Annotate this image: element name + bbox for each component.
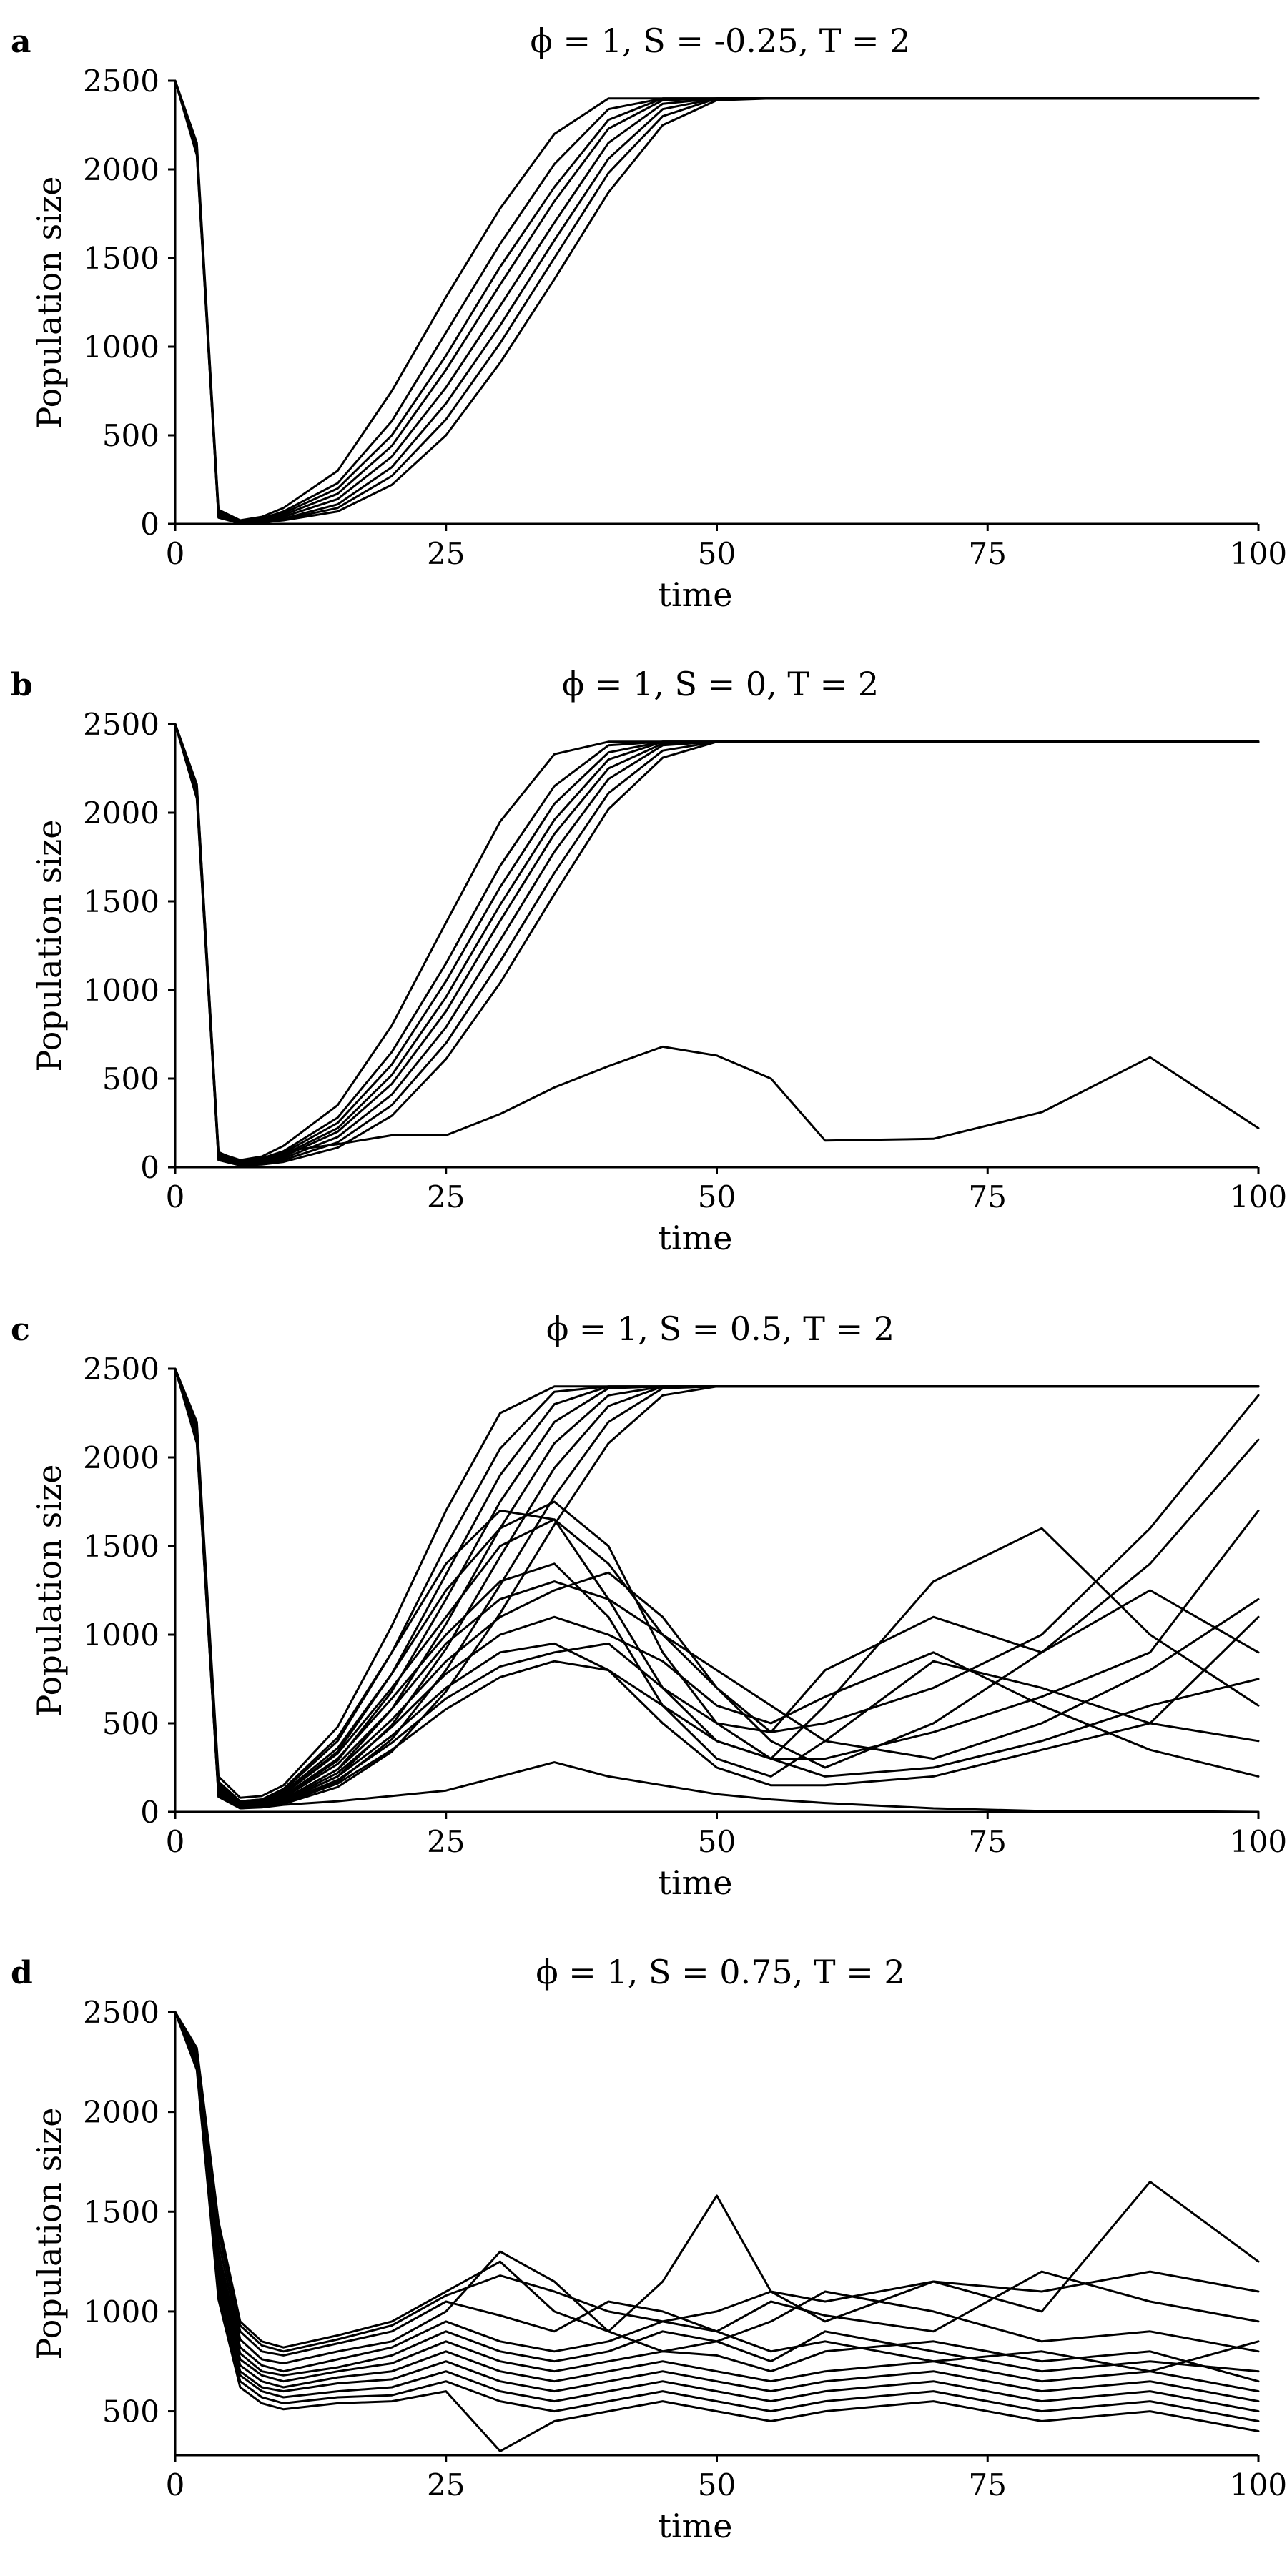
chart-c-y-tick-label: 500 (102, 1706, 159, 1741)
chart-a-x-tick-label: 100 (1230, 536, 1287, 571)
chart-d-series-3 (174, 2011, 1260, 2364)
chart-a-y-tick-label: 1500 (83, 241, 159, 276)
chart-d-panel: d ϕ = 1, S = 0.75, T = 2 0 25 50 75 100 500 1000… (11, 1953, 1287, 2545)
chart-d-x-label: time (658, 2507, 732, 2545)
chart-a-y-label: Population size (30, 177, 69, 429)
chart-a-series-6 (174, 79, 1260, 525)
chart-c-series-1 (174, 1367, 1260, 1799)
chart-c-y-tick-label: 2500 (83, 1352, 159, 1387)
chart-c-title: ϕ = 1, S = 0.5, T = 2 (546, 1309, 894, 1348)
chart-d-series-10 (174, 2011, 1260, 2422)
chart-a-series-7 (174, 79, 1260, 525)
chart-d-y-tick-label: 2500 (83, 1995, 159, 2030)
chart-a-x-label: time (658, 575, 732, 614)
chart-a-x-tick-label: 25 (427, 536, 465, 571)
chart-b-series-5 (174, 723, 1260, 1165)
chart-a-y-tick-label: 0 (140, 507, 159, 542)
chart-a-title: ϕ = 1, S = -0.25, T = 2 (531, 21, 911, 60)
chart-c-y-tick-label: 2000 (83, 1440, 159, 1475)
chart-d-series-6 (174, 2011, 1260, 2383)
chart-b-panel-label: b (11, 667, 33, 703)
chart-d-title: ϕ = 1, S = 0.75, T = 2 (536, 1953, 904, 1991)
chart-d-series-2 (174, 2011, 1260, 2357)
chart-a-series-8 (174, 79, 1260, 525)
chart-b-x-tick-label: 75 (969, 1179, 1007, 1214)
chart-b-x-tick-label: 25 (427, 1179, 465, 1214)
chart-a-series-3 (174, 79, 1260, 523)
chart-d-y-tick-label: 1500 (83, 2194, 159, 2229)
chart-c-panel-label: c (11, 1312, 30, 1348)
chart-c-x-tick-label: 75 (969, 1824, 1007, 1859)
chart-b-x-label: time (658, 1219, 732, 1257)
chart-d-series-9 (174, 2011, 1260, 2413)
chart-a-y-tick-label: 2000 (83, 152, 159, 187)
chart-a-y-tick-label: 500 (102, 418, 159, 453)
chart-c-y-tick-label: 1000 (83, 1618, 159, 1653)
chart-c-x-tick-label: 50 (698, 1824, 736, 1859)
chart-b-y-tick-label: 1500 (83, 884, 159, 919)
chart-c-series-19 (174, 1367, 1260, 1813)
chart-b-y-tick-label: 2500 (83, 707, 159, 742)
chart-b-y-label: Population size (30, 820, 69, 1072)
chart-d-series-4 (174, 2011, 1260, 2373)
chart-a-y-tick-label: 1000 (83, 330, 159, 365)
chart-b-x-tick-label: 50 (698, 1179, 736, 1214)
chart-b-series-4 (174, 723, 1260, 1165)
chart-a-y-tick-label: 2500 (83, 64, 159, 99)
chart-b-y-tick-label: 2000 (83, 796, 159, 831)
chart-d-y-label: Population size (30, 2108, 69, 2360)
chart-d-x-tick-label: 100 (1230, 2467, 1287, 2502)
chart-c-y-tick-label: 1500 (83, 1529, 159, 1564)
chart-a-x-tick-label: 75 (969, 536, 1007, 571)
chart-c-y-tick-label: 0 (140, 1795, 159, 1830)
chart-c-x-tick-label: 0 (166, 1824, 185, 1859)
chart-b-x-tick-label: 100 (1230, 1179, 1287, 1214)
chart-b-series-7 (174, 723, 1260, 1166)
chart-d-y-tick-label: 500 (102, 2394, 159, 2429)
chart-c-y-label: Population size (30, 1465, 69, 1717)
chart-b-series-6 (174, 723, 1260, 1166)
chart-a-series-2 (174, 79, 1260, 522)
chart-d-series-7 (174, 2011, 1260, 2393)
chart-d-x-tick-label: 0 (166, 2467, 185, 2502)
chart-d-x-tick-label: 75 (969, 2467, 1007, 2502)
chart-d-series-5 (174, 2011, 1260, 2377)
chart-d-series-12 (174, 2011, 1260, 2353)
chart-c-x-label: time (658, 1863, 732, 1902)
chart-d-x-tick-label: 25 (427, 2467, 465, 2502)
chart-b-series-2 (174, 723, 1260, 1164)
chart-a-panel-label: a (11, 24, 31, 60)
chart-b-title: ϕ = 1, S = 0, T = 2 (562, 665, 879, 703)
chart-b-series-1 (174, 723, 1260, 1161)
chart-b-y-tick-label: 1000 (83, 973, 159, 1008)
chart-d-series-1 (174, 2011, 1260, 2349)
chart-d-series-11 (174, 2011, 1260, 2452)
chart-d-x-tick-label: 50 (698, 2467, 736, 2502)
chart-a-x-tick-label: 0 (166, 536, 185, 571)
chart-a-series-1 (174, 79, 1260, 522)
chart-a-series-4 (174, 79, 1260, 523)
chart-b-y-tick-label: 500 (102, 1061, 159, 1096)
chart-d-y-tick-label: 2000 (83, 2095, 159, 2130)
chart-a-series-5 (174, 79, 1260, 524)
chart-c-x-tick-label: 25 (427, 1824, 465, 1859)
chart-d-panel-label: d (11, 1955, 33, 1991)
chart-b-x-tick-label: 0 (166, 1179, 185, 1214)
chart-b-y-tick-label: 0 (140, 1150, 159, 1185)
chart-d-series-8 (174, 2011, 1260, 2403)
chart-d-y-tick-label: 1000 (83, 2294, 159, 2329)
chart-b-series-8 (174, 723, 1260, 1166)
chart-b-series-3 (174, 723, 1260, 1164)
chart-b-series-9 (174, 723, 1260, 1164)
chart-a-x-tick-label: 50 (698, 536, 736, 571)
chart-c-x-tick-label: 100 (1230, 1824, 1287, 1859)
